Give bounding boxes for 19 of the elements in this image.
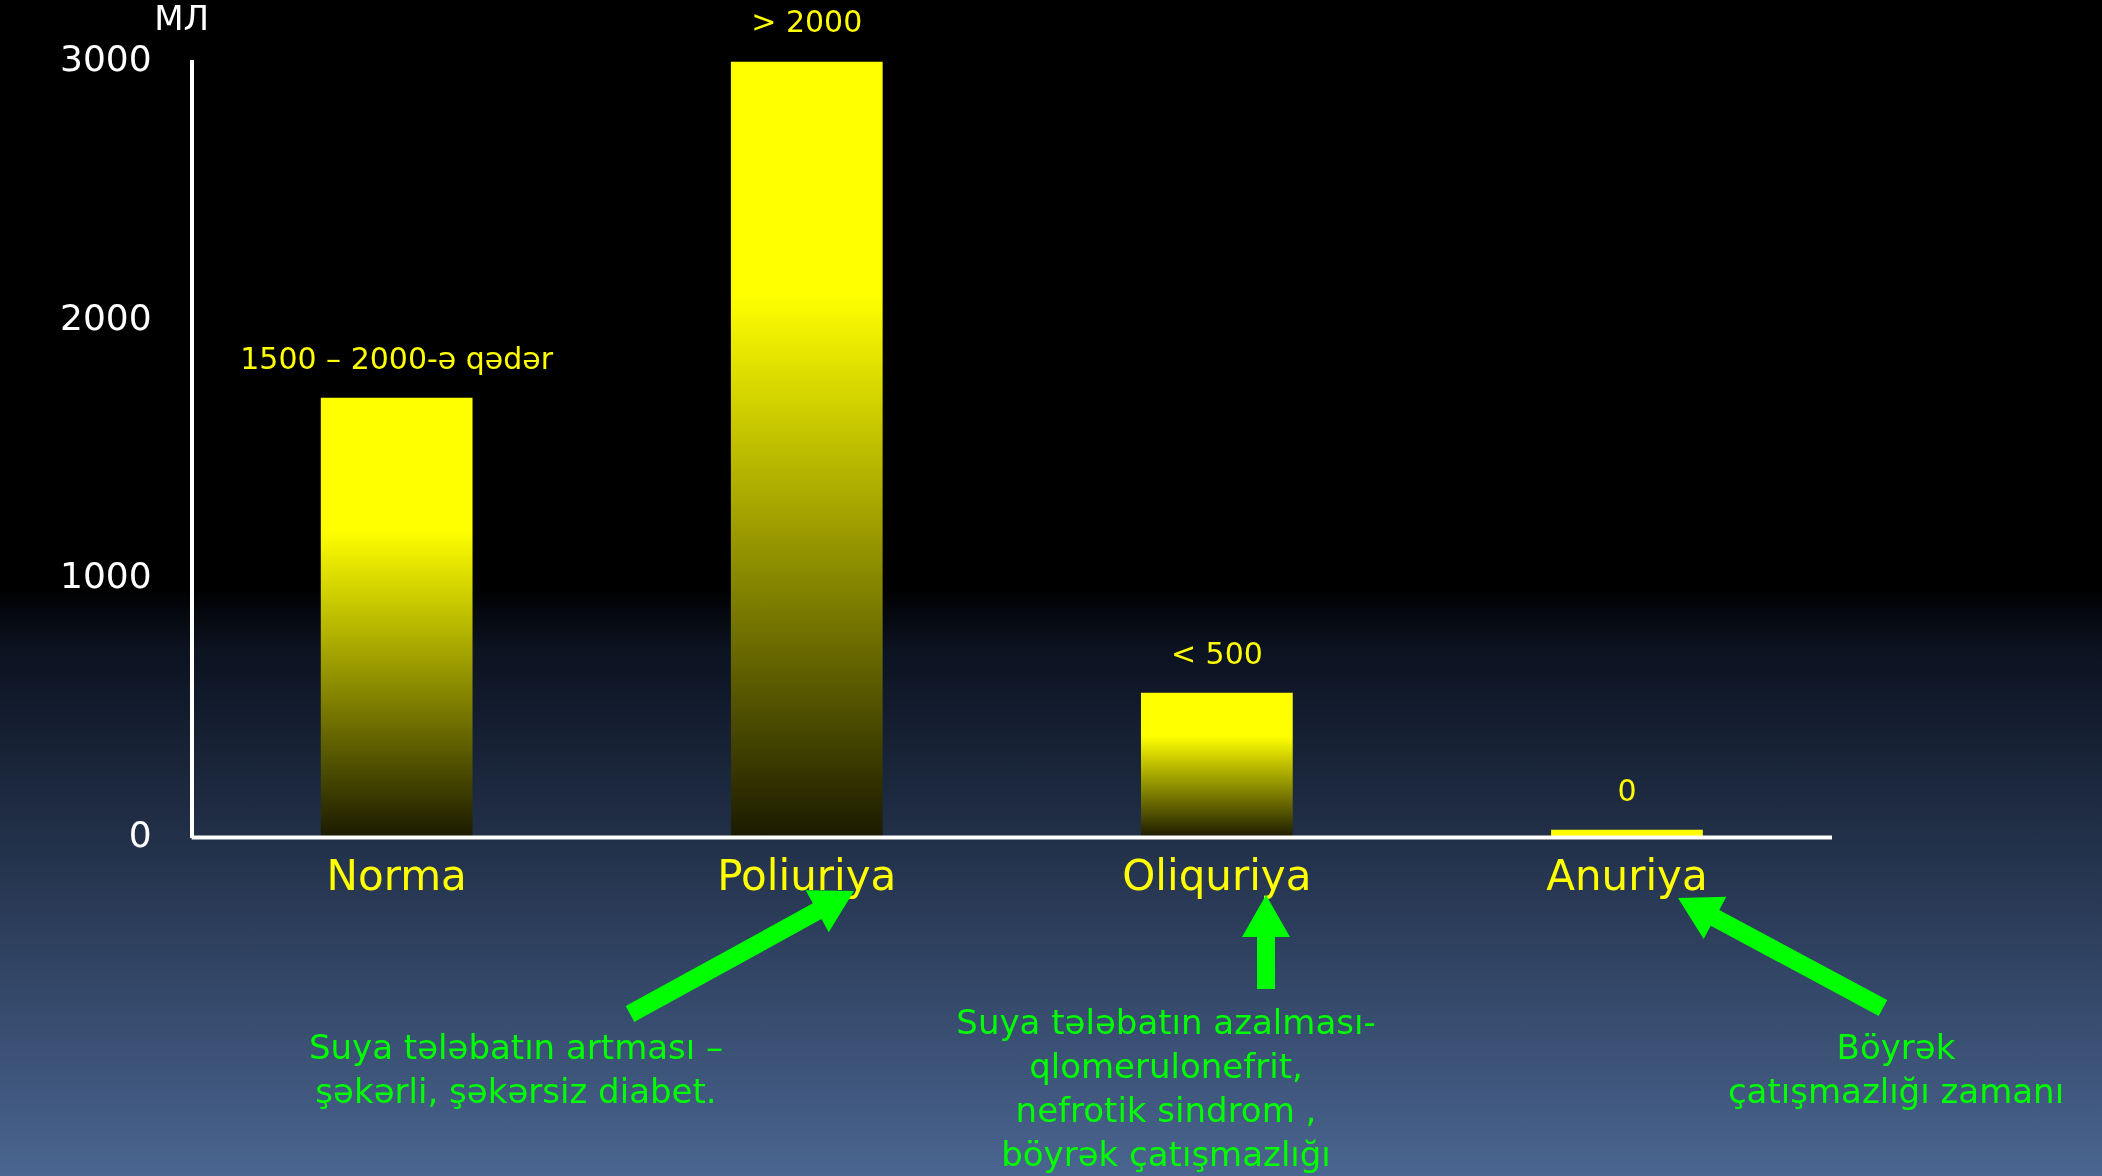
annotation: < 500 bbox=[1170, 635, 1263, 671]
y-tick-label: 2000 bbox=[59, 296, 152, 338]
bar bbox=[1140, 692, 1293, 838]
bar bbox=[320, 397, 473, 838]
text: Suya tələbatın azalması- qlomerulonefrit, nefrotik sindrom , böyrək çatışmazlığı bbox=[955, 1001, 1377, 1176]
text: Suya tələbatın artması – şəkərli, şəkərsiz diabet. bbox=[307, 1026, 725, 1113]
annotation: > 2000 bbox=[751, 4, 863, 40]
y-axis-title: МЛ bbox=[154, 0, 210, 38]
y-tick-label: 3000 bbox=[59, 37, 152, 79]
x-tick-label: Poliuriya bbox=[717, 850, 897, 900]
y-tick-label: 1000 bbox=[59, 555, 152, 597]
text: Böyrək çatışmazlığı zamanı bbox=[1726, 1026, 2066, 1113]
x-tick-label: Oliquriya bbox=[1122, 850, 1312, 900]
x-tick-label: Norma bbox=[326, 850, 467, 900]
bar bbox=[730, 61, 883, 838]
annotation: 0 bbox=[1617, 772, 1637, 808]
x-tick-label: Anuriya bbox=[1546, 850, 1708, 900]
annotation: 1500 – 2000-ə qədər bbox=[240, 340, 554, 376]
y-tick-label: 0 bbox=[128, 813, 152, 855]
